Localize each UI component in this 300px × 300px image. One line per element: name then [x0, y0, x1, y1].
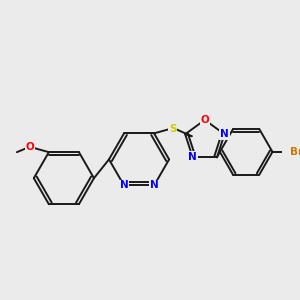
Text: N: N: [188, 152, 197, 162]
Text: S: S: [169, 124, 177, 134]
Text: N: N: [150, 180, 158, 190]
Text: Br: Br: [290, 147, 300, 157]
Text: O: O: [200, 115, 209, 125]
Text: N: N: [220, 129, 229, 139]
Text: N: N: [120, 180, 128, 190]
Text: O: O: [26, 142, 34, 152]
